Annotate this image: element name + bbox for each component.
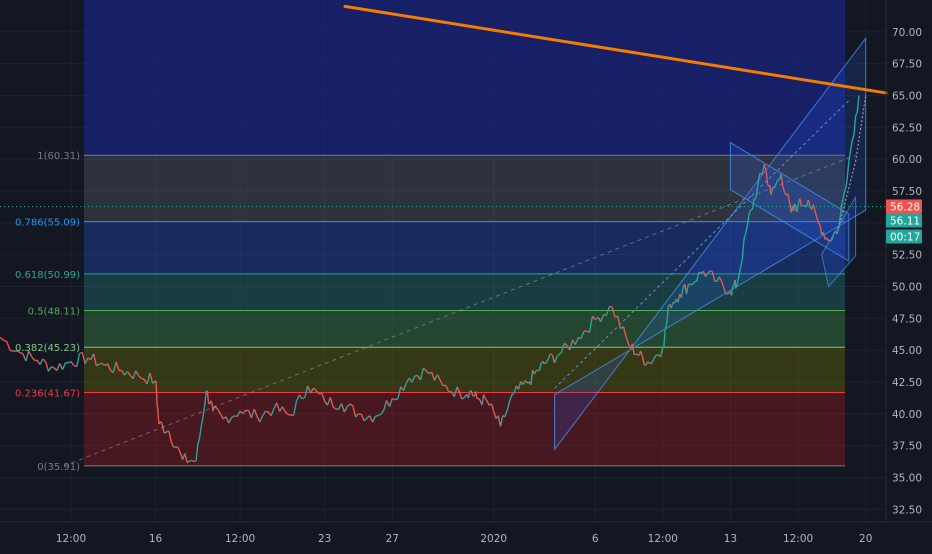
price-tick-label: 57.50 bbox=[892, 186, 922, 198]
fib-level-label: 1(60.31) bbox=[37, 151, 80, 162]
fib-zone bbox=[84, 347, 845, 392]
price-tick-label: 47.50 bbox=[892, 313, 922, 325]
price-segment bbox=[760, 173, 761, 174]
price-segment bbox=[636, 354, 638, 355]
price-badge-label: 00:17 bbox=[890, 232, 920, 244]
price-segment bbox=[167, 431, 169, 432]
fib-level-label: 0.382(45.23) bbox=[15, 343, 80, 354]
time-tick-label: 20 bbox=[859, 533, 872, 545]
time-tick-label: 2020 bbox=[480, 533, 507, 545]
time-tick-label: 12:00 bbox=[56, 533, 86, 545]
fib-zone-top bbox=[84, 0, 845, 155]
time-tick-label: 27 bbox=[386, 533, 399, 545]
price-segment bbox=[157, 396, 158, 407]
price-segment bbox=[545, 363, 547, 364]
time-tick-label: 23 bbox=[318, 533, 331, 545]
price-segment bbox=[694, 281, 696, 282]
price-segment bbox=[648, 362, 650, 363]
fib-level-label: 0.786(55.09) bbox=[15, 218, 80, 229]
price-tick-label: 32.50 bbox=[892, 504, 922, 516]
price-badge-label: 56.11 bbox=[890, 216, 920, 228]
price-tick-label: 42.50 bbox=[892, 377, 922, 389]
price-segment bbox=[174, 447, 176, 448]
time-tick-label: 16 bbox=[149, 533, 163, 545]
fib-level-label: 0.236(41.67) bbox=[15, 389, 80, 400]
price-segment bbox=[634, 354, 636, 355]
price-segment bbox=[550, 354, 552, 355]
price-segment bbox=[375, 415, 378, 416]
price-tick-label: 40.00 bbox=[892, 409, 922, 421]
fib-zone bbox=[84, 311, 845, 348]
time-tick-label: 12:00 bbox=[783, 533, 813, 545]
price-segment bbox=[266, 411, 269, 412]
price-segment bbox=[10, 350, 13, 351]
price-tick-label: 35.00 bbox=[892, 472, 922, 484]
price-segment bbox=[158, 408, 159, 418]
price-segment bbox=[142, 379, 145, 380]
price-tick-label: 52.50 bbox=[892, 250, 922, 262]
price-segment bbox=[157, 406, 158, 408]
fib-level-label: 0.618(50.99) bbox=[15, 270, 80, 281]
price-segment bbox=[802, 206, 804, 207]
price-segment bbox=[156, 383, 157, 396]
price-segment bbox=[156, 381, 157, 383]
fib-level-label: 0(35.91) bbox=[37, 462, 80, 473]
fib-level-label: 0.5(48.11) bbox=[28, 307, 80, 318]
price-tick-label: 65.00 bbox=[892, 90, 922, 102]
price-tick-label: 70.00 bbox=[892, 27, 922, 39]
price-tick-label: 62.50 bbox=[892, 122, 922, 134]
price-segment bbox=[473, 395, 474, 396]
price-segment bbox=[99, 363, 102, 364]
price-tick-label: 60.00 bbox=[892, 154, 922, 166]
time-tick-label: 6 bbox=[592, 533, 599, 545]
time-tick-label: 12:00 bbox=[225, 533, 255, 545]
fib-zone bbox=[84, 393, 845, 466]
price-segment bbox=[663, 347, 664, 348]
price-segment bbox=[189, 461, 191, 462]
price-segment bbox=[830, 240, 832, 241]
time-tick-label: 12:00 bbox=[648, 533, 678, 545]
price-tick-label: 67.50 bbox=[892, 59, 922, 71]
price-segment bbox=[211, 401, 212, 403]
time-tick-label: 13 bbox=[724, 533, 737, 545]
price-segment bbox=[194, 461, 196, 462]
price-segment bbox=[288, 414, 291, 415]
price-segment bbox=[710, 271, 712, 272]
price-segment bbox=[176, 447, 178, 448]
price-segment bbox=[359, 414, 362, 415]
price-badge-label: 56.28 bbox=[890, 202, 920, 214]
price-segment bbox=[192, 461, 194, 462]
price-tick-label: 45.00 bbox=[892, 345, 922, 357]
price-badges: 56.28 56.11 00:17 bbox=[886, 200, 922, 244]
price-tick-label: 37.50 bbox=[892, 441, 922, 453]
price-tick-label: 50.00 bbox=[892, 281, 922, 293]
